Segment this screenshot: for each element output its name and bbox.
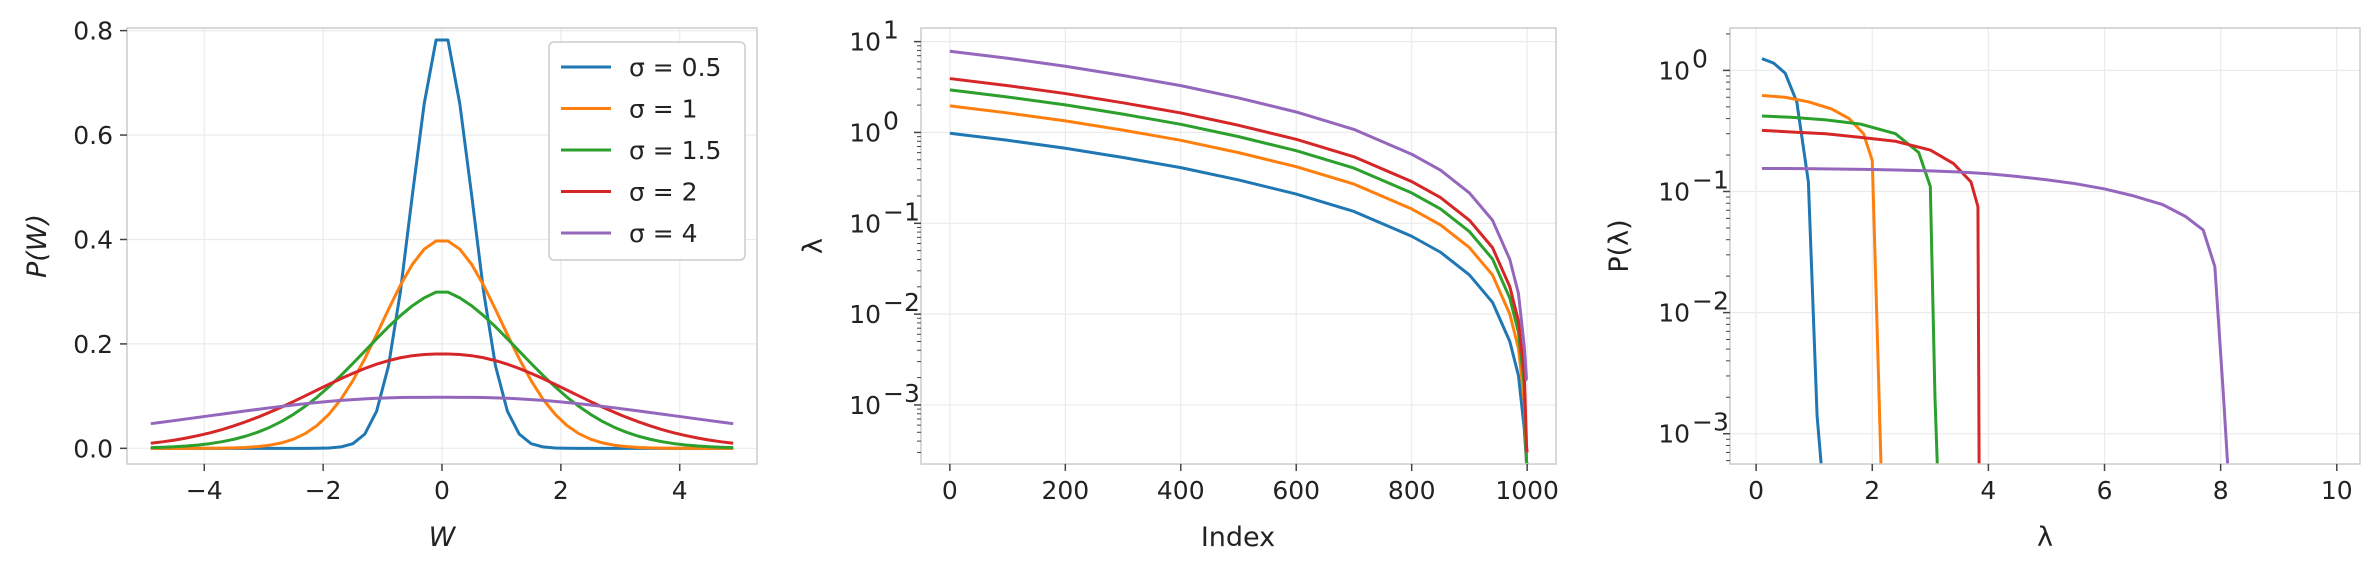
y-tick-exponent: −3 [1692, 408, 1729, 437]
series-line-sigma-2 [949, 77, 1529, 453]
y-tick-label: 0.6 [73, 121, 113, 150]
y-tick-label: 0.4 [73, 225, 113, 254]
x-tick-label: 800 [1388, 476, 1436, 505]
panel-0-lines [150, 38, 734, 450]
x-tick-label: 1000 [1495, 476, 1559, 505]
series-line-sigma-0-5 [949, 131, 1529, 464]
series-line-sigma-4 [1761, 166, 2230, 464]
series-line-sigma-1 [1761, 94, 1883, 464]
x-tick-label: −2 [305, 476, 342, 505]
panel-2-frame [1729, 27, 2361, 465]
panel-0-xlabel: W [429, 522, 457, 553]
panel-1-lines [949, 49, 1529, 464]
panel-1-ylabel: λ [798, 238, 829, 254]
y-tick-label: 10 [849, 300, 881, 329]
y-tick-exponent: 0 [1692, 44, 1708, 73]
y-tick-exponent: −2 [1692, 287, 1729, 316]
x-tick-label: 2 [1864, 476, 1880, 505]
legend: σ = 0.5 σ = 1 σ = 1.5 σ = 2 σ = 4 [548, 41, 746, 261]
panel-2-ylabel: P(λ) [1604, 219, 1635, 272]
x-tick-label: 0 [942, 476, 958, 505]
x-tick-label: 400 [1157, 476, 1205, 505]
y-tick-label: 10 [849, 28, 881, 57]
y-tick-exponent: −3 [883, 379, 920, 408]
x-tick-label: 10 [2321, 476, 2353, 505]
y-tick-label: 10 [1658, 420, 1690, 449]
y-tick-label: 0.8 [73, 17, 113, 46]
panel-2-xlabel: λ [2037, 522, 2053, 553]
series-line-sigma-4 [150, 395, 734, 426]
y-tick-exponent: −1 [1692, 166, 1729, 195]
x-tick-label: 200 [1041, 476, 1089, 505]
y-tick-exponent: −1 [883, 197, 920, 226]
series-line-sigma-2 [1761, 128, 1981, 464]
panel-1-frame [920, 27, 1557, 465]
x-tick-label: 4 [1980, 476, 1996, 505]
panel-weight-distribution: −4 −2 0 2 40.00.20.40.60.8 W P(W) σ = 0.5σ =… [22, 17, 758, 553]
legend-box [548, 41, 746, 261]
legend-label: σ = 0.5 [629, 53, 721, 82]
x-tick-label: 4 [672, 476, 688, 505]
panel-2-lines [1761, 57, 2230, 464]
series-line-sigma-1 [150, 239, 734, 450]
series-line-sigma-1-5 [150, 290, 734, 450]
y-tick-label: 0.0 [73, 434, 113, 463]
x-tick-label: −4 [186, 476, 223, 505]
series-line-sigma-1-5 [1761, 114, 1939, 464]
y-tick-label: 10 [1658, 178, 1690, 207]
y-tick-exponent: 1 [883, 16, 899, 45]
legend-label: σ = 2 [629, 178, 698, 207]
y-tick-label: 10 [1658, 56, 1690, 85]
series-line-sigma-2 [150, 352, 734, 445]
series-line-sigma-4 [949, 49, 1529, 382]
y-tick-label: 10 [849, 391, 881, 420]
x-tick-label: 6 [2097, 476, 2113, 505]
y-tick-exponent: 0 [883, 106, 899, 135]
y-tick-exponent: −2 [883, 288, 920, 317]
panel-1-grid [921, 28, 1556, 464]
legend-label: σ = 1 [629, 95, 698, 124]
y-tick-label: 10 [849, 209, 881, 238]
y-tick-label: 10 [849, 118, 881, 147]
x-tick-label: 0 [1748, 476, 1764, 505]
panel-1-xlabel: Index [1201, 522, 1275, 553]
series-line-sigma-0-5 [1761, 57, 1823, 464]
y-tick-label: 10 [1658, 299, 1690, 328]
panel-2-grid [1730, 28, 2360, 464]
x-tick-label: 8 [2213, 476, 2229, 505]
y-tick-label: 0.2 [73, 330, 113, 359]
panel-0-ylabel: P(W) [22, 214, 53, 278]
legend-label: σ = 1.5 [629, 136, 721, 165]
panel-0-ticks: −4 −2 0 2 4 0.0 0.2 0.4 0.6 0.8 [73, 17, 687, 505]
panel-0-grid [127, 28, 757, 464]
x-tick-label: 2 [553, 476, 569, 505]
x-tick-label: 600 [1272, 476, 1320, 505]
x-tick-label: 0 [434, 476, 450, 505]
legend-label: σ = 4 [629, 219, 698, 248]
series-line-sigma-1 [949, 104, 1529, 464]
